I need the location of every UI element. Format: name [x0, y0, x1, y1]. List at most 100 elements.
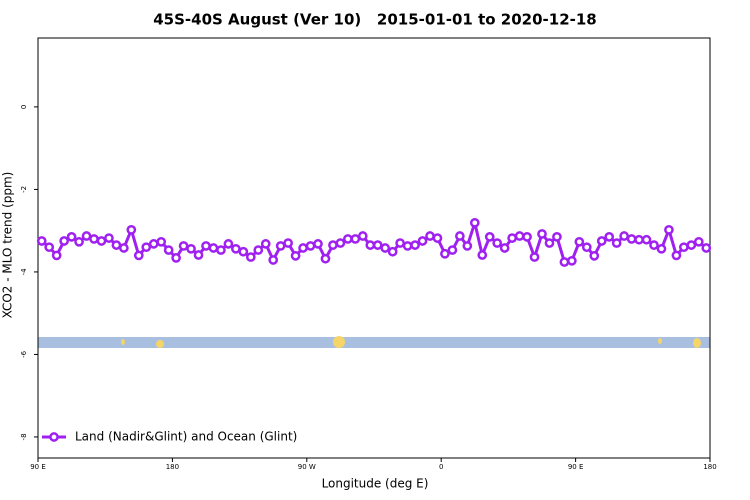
y-tick-label: -4 — [20, 268, 28, 276]
point — [641, 234, 652, 245]
point — [365, 240, 376, 250]
point — [462, 241, 473, 251]
point — [104, 233, 114, 243]
point — [313, 239, 323, 249]
point — [679, 242, 689, 253]
point — [372, 240, 383, 250]
point — [537, 229, 547, 239]
ocean-band — [38, 337, 710, 348]
point — [81, 231, 92, 241]
point — [596, 236, 607, 246]
point — [529, 252, 540, 262]
y-axis-label: XCO2 - MLO trend (ppm) — [1, 172, 15, 319]
point — [59, 236, 69, 246]
point — [671, 250, 682, 261]
point — [611, 238, 622, 248]
point — [231, 243, 241, 254]
x-tick-label: 90 W — [298, 463, 316, 471]
point — [275, 241, 286, 251]
point — [350, 234, 361, 244]
point — [328, 240, 338, 250]
point — [186, 243, 196, 254]
point — [395, 238, 405, 248]
point — [96, 236, 107, 246]
point — [245, 252, 256, 262]
y-tick-label: 0 — [20, 105, 28, 109]
land-ocean-map — [38, 336, 710, 348]
point — [701, 243, 712, 253]
y-tick-label: -6 — [20, 350, 28, 358]
point — [604, 232, 615, 242]
point — [559, 257, 570, 267]
x-tick-label: 180 — [166, 463, 179, 471]
point — [44, 242, 55, 253]
land — [156, 340, 164, 348]
point — [664, 224, 674, 235]
point — [283, 238, 293, 248]
point — [141, 242, 152, 253]
y-tick-label: -2 — [20, 186, 28, 193]
point — [455, 231, 465, 241]
point — [193, 250, 204, 260]
point — [335, 238, 346, 248]
point — [387, 246, 398, 257]
point — [499, 243, 510, 253]
point — [619, 231, 629, 241]
point — [216, 245, 226, 255]
point — [201, 241, 211, 251]
point — [686, 240, 697, 250]
point — [305, 241, 316, 251]
point — [66, 232, 77, 242]
point — [634, 234, 644, 245]
point — [148, 239, 159, 249]
point — [357, 231, 368, 241]
land — [693, 338, 701, 348]
point — [36, 236, 47, 246]
point — [432, 233, 443, 243]
chart-title: 45S-40S August (Ver 10) 2015-01-01 to 20… — [153, 11, 596, 29]
legend-label: Land (Nadir&Glint) and Ocean (Glint) — [75, 430, 297, 444]
point — [425, 231, 435, 241]
point — [253, 245, 264, 255]
point — [74, 236, 84, 247]
point — [522, 232, 532, 242]
point — [163, 245, 174, 255]
point — [89, 234, 99, 244]
point — [477, 250, 488, 260]
land — [333, 336, 345, 348]
point — [626, 234, 637, 244]
point — [410, 240, 420, 250]
x-tick-label: 90 E — [30, 463, 46, 471]
point — [320, 253, 331, 264]
point — [111, 240, 122, 250]
land — [121, 339, 125, 345]
point — [417, 236, 428, 246]
x-tick-label: 0 — [439, 463, 443, 471]
point — [402, 241, 413, 251]
point — [552, 232, 562, 242]
x-tick-label: 90 E — [568, 463, 584, 471]
point — [544, 238, 555, 248]
point — [484, 232, 495, 242]
point — [492, 238, 503, 248]
point — [238, 246, 249, 257]
point — [51, 250, 62, 261]
point — [156, 236, 167, 247]
point — [581, 242, 592, 253]
point — [133, 250, 144, 261]
point — [693, 236, 704, 247]
x-axis-label: Longitude (deg E) — [322, 477, 429, 491]
y-tick-label: -8 — [20, 433, 28, 440]
point — [649, 240, 659, 250]
point — [298, 243, 308, 253]
point — [290, 250, 301, 261]
point — [567, 255, 577, 266]
point — [260, 239, 271, 249]
point — [171, 253, 181, 263]
point — [119, 243, 129, 253]
point — [343, 234, 353, 244]
point — [380, 243, 391, 253]
point — [208, 243, 219, 253]
